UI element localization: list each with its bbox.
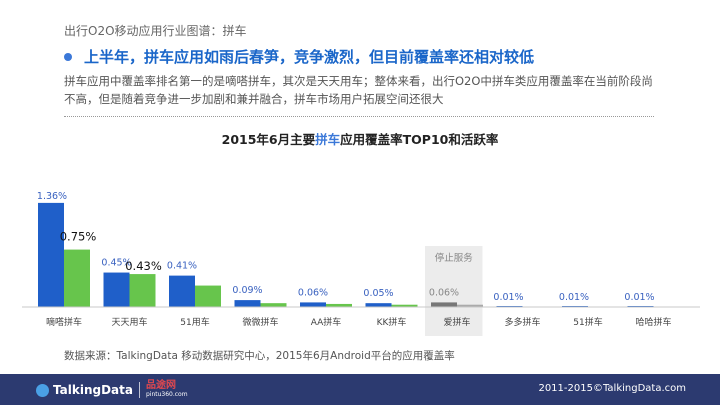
- footer-logo: TalkingData 品途网 pintu360.com: [36, 381, 188, 399]
- active-bar: [64, 249, 90, 307]
- coverage-bar: [365, 303, 392, 307]
- category-tick-label: 51拼车: [573, 316, 602, 328]
- bar-chart: 停止服务 1.36% 0.75% 嘀嗒拼车 0.45%0.43% 天天用车 0.41% 51用…: [22, 191, 700, 336]
- stopped-service-label: 停止服务: [435, 252, 474, 264]
- active-bar: [260, 303, 287, 307]
- coverage-value-label: 0.01%: [493, 292, 523, 303]
- partner-name: 品途网: [145, 380, 176, 391]
- coverage-value-label: 0.01%: [624, 292, 654, 303]
- category-tick-label: 嘀嗒拼车: [46, 316, 82, 328]
- coverage-bar: [169, 275, 195, 307]
- coverage-value-label: 1.36%: [37, 191, 67, 202]
- divider: [64, 116, 654, 117]
- chart-title-suffix: 应用覆盖率TOP10和活跃率: [340, 132, 499, 147]
- active-value-label: 0.43%: [125, 259, 162, 273]
- coverage-value-label: 0.45%: [101, 258, 131, 269]
- coverage-bar: [38, 202, 64, 307]
- chart-title-prefix: 2015年6月主要: [221, 132, 316, 147]
- stopped-service-panel: [425, 246, 483, 336]
- copyright: 2011-2015©TalkingData.com: [538, 383, 686, 394]
- category-tick-label: 微微拼车: [242, 316, 278, 328]
- active-value-label: 0.75%: [60, 230, 97, 244]
- coverage-value-label: 0.09%: [232, 285, 262, 296]
- category-tick-label: KK拼车: [377, 316, 407, 328]
- headline-row: 上半年，拼车应用如雨后春笋，竞争激烈，但目前覆盖率还相对较低: [64, 46, 534, 67]
- active-bar: [129, 274, 156, 307]
- category-tick-label: 爱拼车: [443, 316, 470, 328]
- talkingdata-logo-icon: [36, 383, 49, 397]
- category-tick-label: 51用车: [180, 316, 209, 328]
- chart-title: 2015年6月主要拼车应用覆盖率TOP10和活跃率: [0, 129, 720, 148]
- footer-bar: TalkingData 品途网 pintu360.com 2011-2015©T…: [0, 374, 720, 405]
- bullet-icon: [64, 52, 72, 61]
- coverage-value-label: 0.41%: [167, 261, 197, 272]
- partner-logo: 品途网 pintu360.com: [146, 381, 188, 399]
- coverage-value-label: 0.01%: [559, 292, 589, 303]
- coverage-bar: [234, 300, 261, 307]
- coverage-value-label: 0.06%: [298, 287, 328, 298]
- coverage-bar: [431, 302, 457, 307]
- active-bar: [195, 285, 221, 307]
- chart-title-highlight: 拼车: [315, 132, 341, 147]
- category-tick-label: 哈哈拼车: [635, 316, 671, 328]
- category-tick-label: 多多拼车: [504, 316, 540, 328]
- active-bar: [326, 303, 352, 307]
- coverage-value-label: 0.06%: [429, 287, 459, 298]
- logo-text: TalkingData: [53, 383, 133, 397]
- logo-divider: [138, 382, 140, 398]
- category-tick-label: AA拼车: [311, 316, 342, 328]
- coverage-bar: [103, 272, 130, 307]
- partner-url: pintu360.com: [145, 391, 188, 398]
- coverage-bar: [300, 302, 326, 307]
- active-bar: [391, 304, 418, 307]
- category-tick-label: 天天用车: [111, 316, 147, 328]
- data-source: 数据来源：TalkingData 移动数据研究中心，2015年6月Android…: [64, 350, 455, 362]
- breadcrumb: 出行O2O移动应用行业图谱：拼车: [64, 24, 247, 38]
- active-bar: [457, 304, 483, 307]
- summary-text: 拼车应用中覆盖率排名第一的是嘀嗒拼车，其次是天天用车；整体来看，出行O2O中拼车…: [64, 74, 653, 106]
- headline: 上半年，拼车应用如雨后春笋，竞争激烈，但目前覆盖率还相对较低: [84, 48, 535, 66]
- coverage-value-label: 0.05%: [363, 288, 393, 299]
